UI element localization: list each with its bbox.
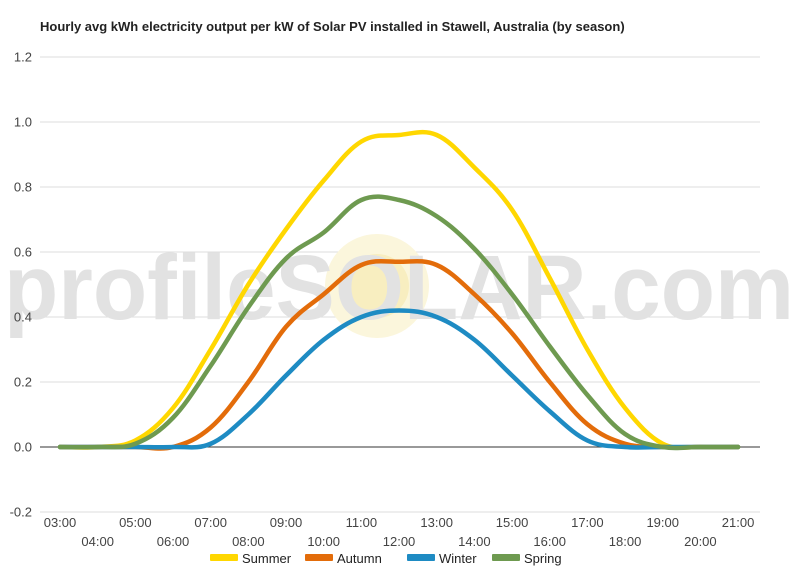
x-tick-label: 14:00 [458,534,491,549]
legend-item-summer: Summer [210,551,292,566]
x-axis: 03:00 04:00 05:00 06:00 07:00 08:00 09:00 10:00… [44,515,755,549]
legend: Summer Autumn Winter Spring [210,551,562,566]
y-tick-label: 0.4 [14,310,32,325]
x-tick-label: 08:00 [232,534,265,549]
legend-swatch [305,554,333,561]
x-tick-label: 12:00 [383,534,416,549]
legend-item-winter: Winter [407,551,477,566]
chart-title: Hourly avg kWh electricity output per kW… [40,19,625,34]
y-tick-label: 1.0 [14,115,32,130]
y-tick-label: 0.8 [14,180,32,195]
x-tick-label: 20:00 [684,534,717,549]
series-line-summer [57,129,741,451]
x-tick-label: 17:00 [571,515,604,530]
y-tick-label: 1.2 [14,50,32,65]
watermark: profileSOLAR.com [4,234,794,339]
x-tick-label: 09:00 [270,515,303,530]
legend-item-autumn: Autumn [305,551,382,566]
y-tick-label: 0.2 [14,375,32,390]
x-tick-label: 16:00 [533,534,566,549]
x-tick-label: 07:00 [194,515,227,530]
watermark-sun [345,254,409,318]
y-tick-label: 0.0 [14,440,32,455]
x-tick-label: 13:00 [420,515,453,530]
legend-label: Autumn [337,551,382,566]
legend-label: Winter [439,551,477,566]
series-line-spring [57,194,741,451]
legend-swatch [210,554,238,561]
x-tick-label: 15:00 [496,515,529,530]
x-tick-label: 06:00 [157,534,190,549]
legend-label: Spring [524,551,562,566]
y-axis: -0.2 0.0 0.2 0.4 0.6 0.8 1.0 1.2 [10,50,32,520]
x-tick-label: 21:00 [722,515,755,530]
x-tick-label: 04:00 [81,534,114,549]
x-tick-label: 05:00 [119,515,152,530]
x-tick-label: 10:00 [307,534,340,549]
legend-label: Summer [242,551,292,566]
series-lines [57,129,741,451]
y-tick-label: -0.2 [10,505,32,520]
legend-swatch [492,554,520,561]
series-line-winter [57,308,741,450]
y-tick-label: 0.6 [14,245,32,260]
watermark-text: profileSOLAR.com [4,237,794,339]
x-tick-label: 19:00 [646,515,679,530]
x-tick-label: 11:00 [346,515,378,530]
legend-item-spring: Spring [492,551,562,566]
x-tick-label: 18:00 [609,534,642,549]
legend-swatch [407,554,435,561]
x-tick-label: 03:00 [44,515,77,530]
